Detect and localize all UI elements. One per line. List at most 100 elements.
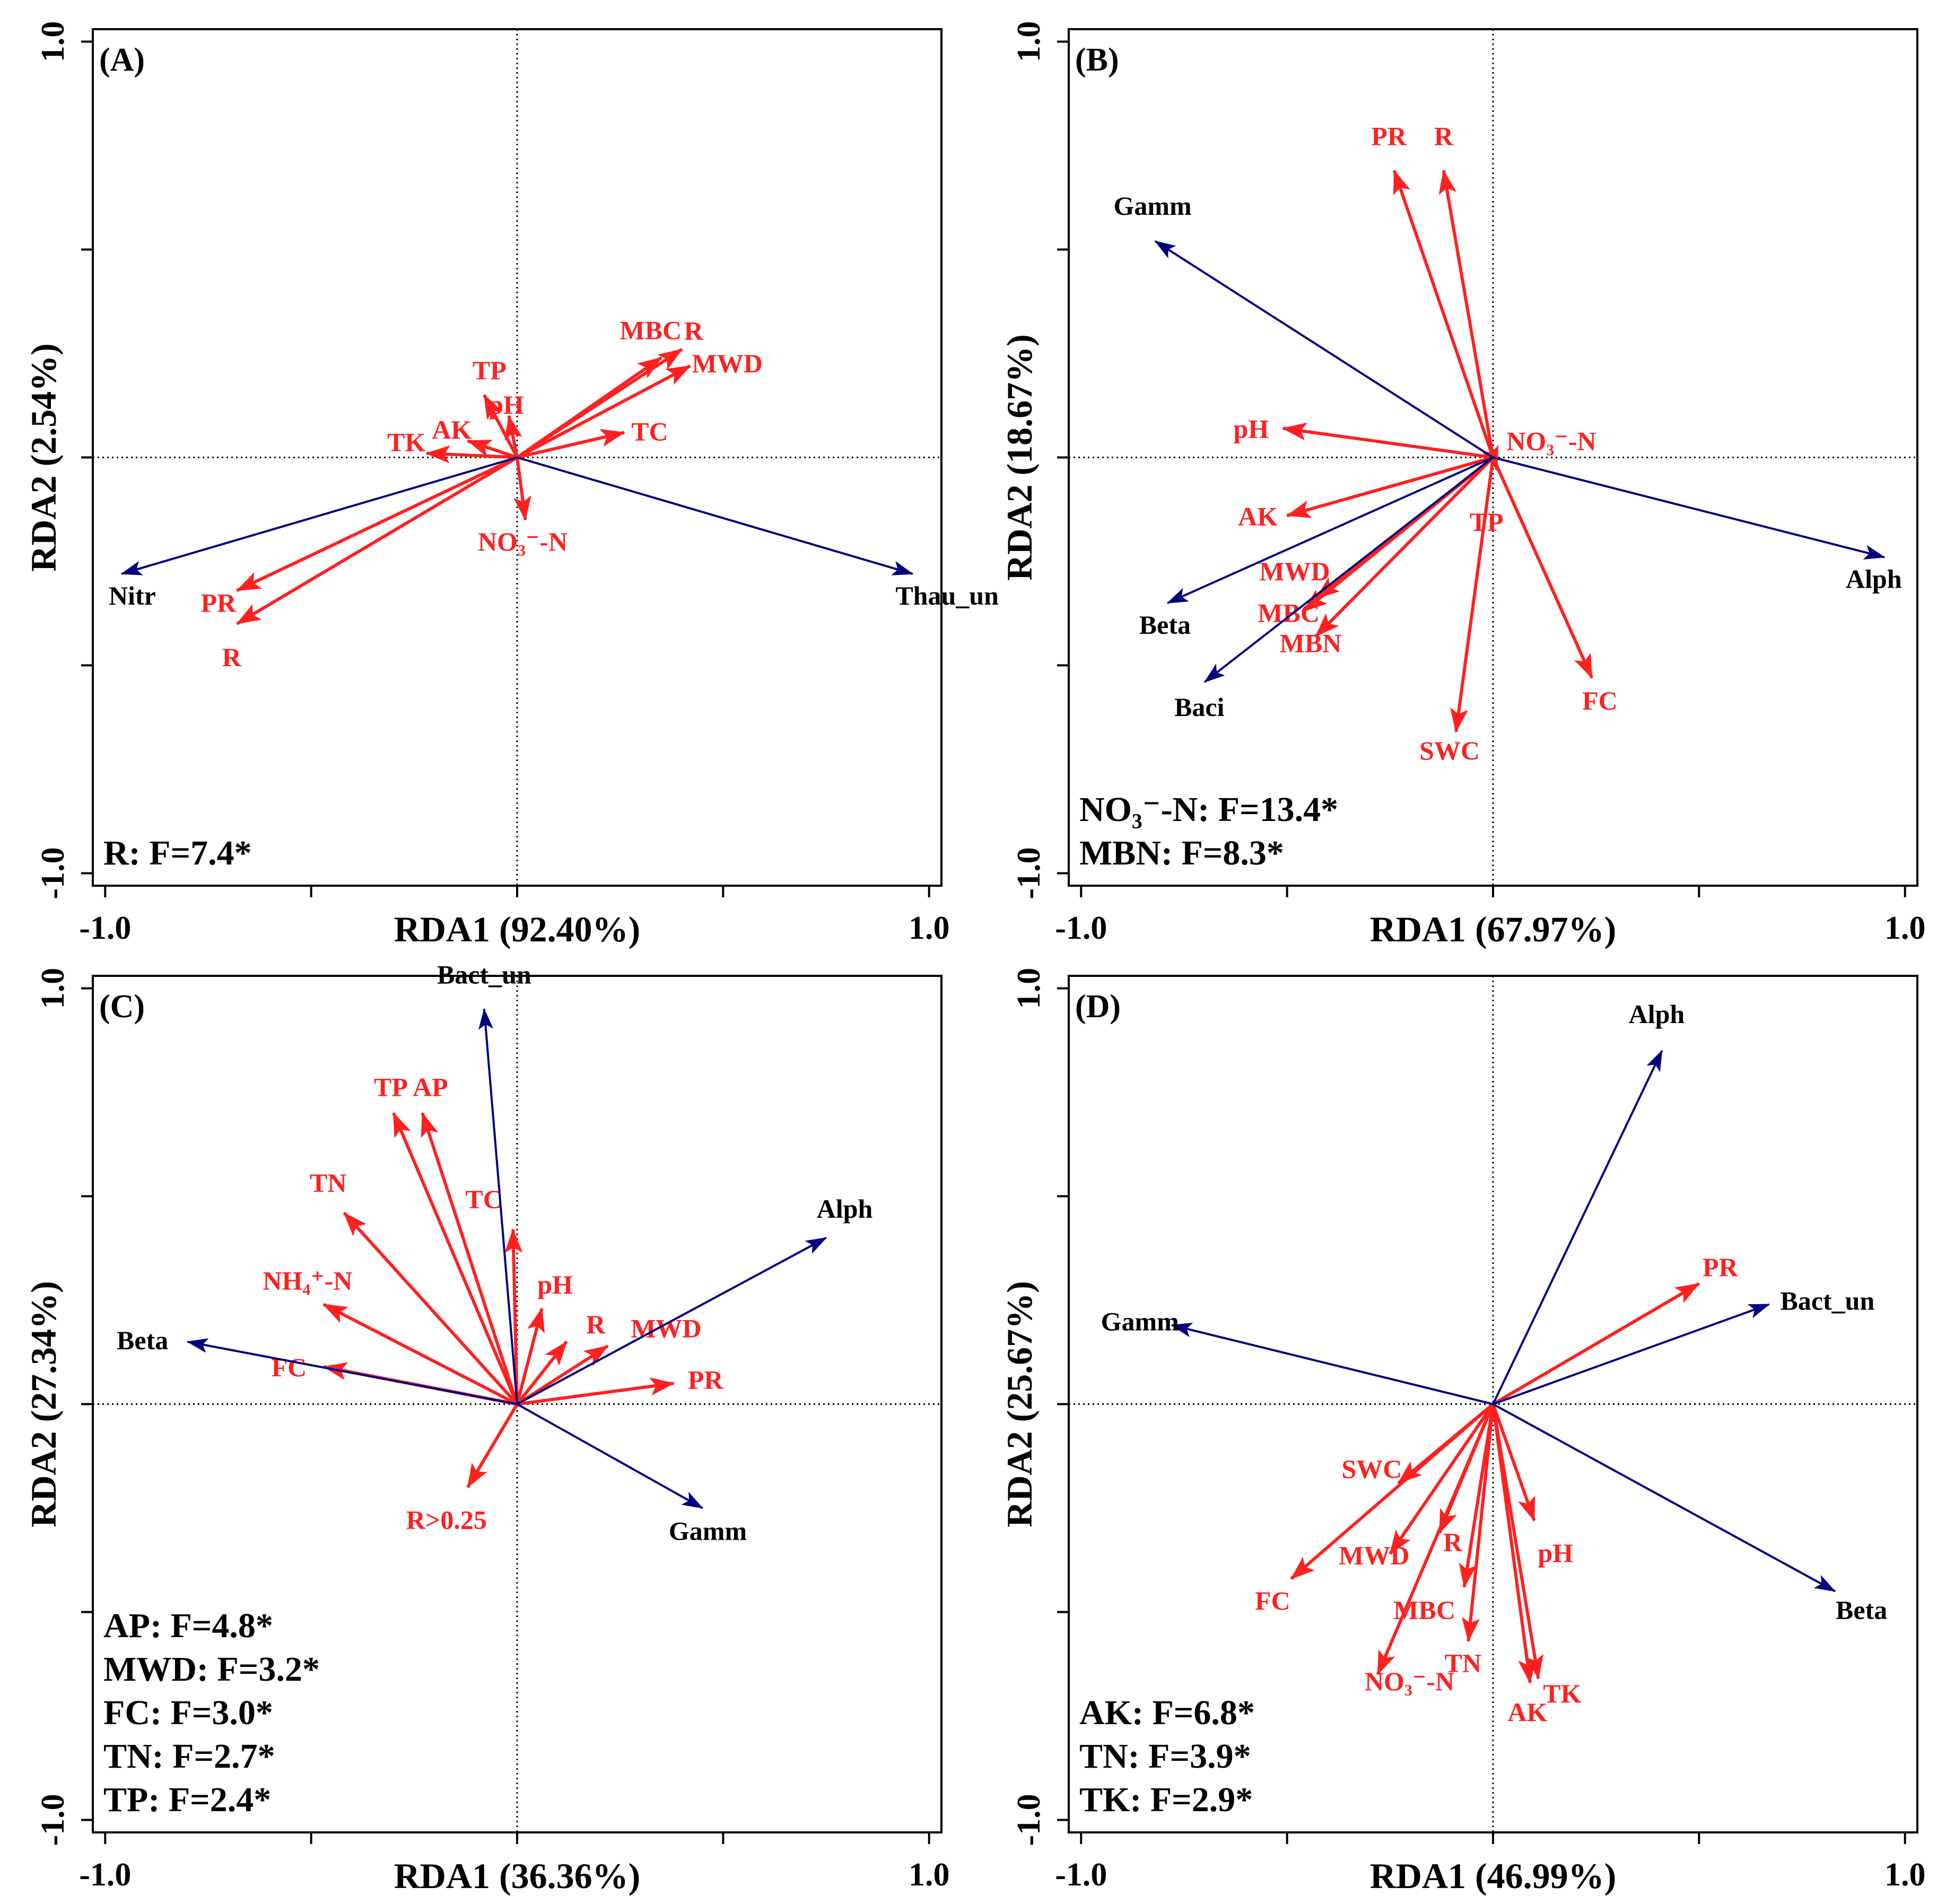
environment-vector-label: MBC: [620, 315, 682, 345]
environment-vector-arrow: [1491, 457, 1594, 679]
taxa-vector-arrow: [517, 456, 914, 575]
y-tick-label-min: -1.0: [35, 1794, 71, 1846]
environment-vector-label: TP: [473, 355, 507, 385]
environment-vector-label: pH: [1234, 414, 1269, 444]
environment-vector-arrow: [1450, 457, 1495, 733]
taxa-vectors: Alph Bact_un Gamm Beta: [1101, 999, 1888, 1624]
taxa-vector-arrow: [1493, 1303, 1770, 1405]
environment-vector-label: MWD: [1259, 556, 1330, 586]
taxa-vector-arrow: [1493, 1403, 1836, 1593]
environment-vector-label: TC: [631, 416, 668, 446]
environment-vector-label: PR: [688, 1365, 724, 1394]
environment-vector-label: AK: [1507, 1697, 1547, 1727]
environment-vector-arrow: [343, 1211, 519, 1405]
significance-stats: NO₃⁻-N: F=13.4* MBN: F=8.3*: [1079, 790, 1338, 872]
panel-c: TP AP TN TC NH₄⁺-N pH R MWD FC PR R>0.25 Bact_un Al…: [23, 960, 949, 1896]
y-tick-label-max: 1.0: [1011, 968, 1047, 1009]
stat-line: TN: F=2.7*: [103, 1737, 275, 1776]
environment-vector-label: TN: [310, 1168, 346, 1198]
environment-vector-arrow: [1492, 1282, 1700, 1406]
x-tick-label-max: 1.0: [1884, 1857, 1926, 1893]
stat-line: MBN: F=8.3*: [1079, 834, 1284, 872]
environment-vector-label: R: [222, 642, 242, 672]
environment-vector-label: MBC: [1258, 598, 1320, 628]
y-axis-title: RDA2 (2.54%): [23, 343, 64, 572]
environment-vector-arrow: [466, 439, 518, 459]
taxa-vector-arrow: [1171, 1323, 1494, 1405]
environment-vector-label: FC: [1255, 1586, 1290, 1615]
stat-line: AP: F=4.8*: [103, 1606, 273, 1645]
taxa-vector-label: Beta: [1836, 1595, 1887, 1624]
taxa-vector-label: Bact_un: [437, 960, 531, 990]
environment-vector-label: AK: [432, 415, 472, 444]
environment-vector-arrow: [516, 1344, 609, 1406]
environment-vector-label: pH: [1538, 1538, 1573, 1568]
environment-vector-arrow: [236, 456, 518, 592]
environment-vector-label: pH: [537, 1270, 573, 1299]
taxa-vector-arrow: [120, 456, 518, 575]
environment-vector-label: AP: [413, 1072, 448, 1102]
environment-vector-arrow: [1491, 1403, 1536, 1522]
environment-vector-label: PR: [1703, 1252, 1739, 1282]
environment-vector-label: FC: [1582, 686, 1618, 715]
environment-vector-arrow: [425, 445, 518, 464]
environment-vector-label: AK: [1238, 501, 1278, 531]
environment-vector-arrow: [466, 1403, 519, 1489]
environment-vector-arrow: [1389, 1403, 1495, 1555]
environment-vector-label: TP: [374, 1072, 408, 1102]
taxa-vector-arrow: [1492, 1050, 1663, 1405]
taxa-vector-arrow: [1493, 456, 1886, 560]
environment-vector-label: MWD: [1339, 1541, 1409, 1570]
environment-vector-label: TK: [1543, 1679, 1581, 1708]
y-tick-label-max: 1.0: [35, 968, 71, 1009]
y-tick-label-max: 1.0: [1011, 21, 1047, 63]
stat-line: FC: F=3.0*: [103, 1693, 273, 1732]
stat-line: TK: F=2.9*: [1079, 1780, 1253, 1819]
environment-vector-arrow: [1438, 169, 1495, 458]
environment-vector-label: R>0.25: [406, 1505, 487, 1534]
x-tick-label-max: 1.0: [1884, 910, 1926, 946]
environment-vector-arrow: [517, 429, 625, 459]
panel-label: (C): [99, 989, 145, 1025]
y-tick-label-max: 1.0: [35, 21, 71, 63]
environment-vector-arrow: [1459, 1404, 1495, 1588]
environment-vector-label: R: [1443, 1527, 1463, 1557]
environment-vector-label: MWD: [631, 1314, 701, 1343]
taxa-vector-label: Alph: [817, 1194, 873, 1224]
environment-vectors: TP AP TN TC NH₄⁺-N pH R MWD FC PR R>0.25: [263, 1072, 723, 1535]
significance-stats: R: F=7.4*: [103, 834, 252, 872]
taxa-vectors: Gamm Beta Baci Alph: [1114, 191, 1902, 722]
environment-vector-arrow: [1462, 1404, 1495, 1643]
environment-vector-arrow: [392, 1112, 519, 1405]
taxa-vector-arrow: [517, 1237, 827, 1405]
environment-vector-label: NO₃⁻-N: [1506, 426, 1596, 456]
taxa-vector-label: Beta: [117, 1325, 168, 1355]
y-axis-title: RDA2 (18.67%): [999, 334, 1040, 581]
stat-line: NO₃⁻-N: F=13.4*: [1079, 790, 1338, 829]
environment-vector-label: R: [586, 1309, 606, 1339]
environment-vector-label: TC: [465, 1184, 502, 1214]
environment-vector-arrow: [421, 1112, 519, 1405]
environment-vector-label: MWD: [692, 348, 763, 378]
x-tick-label-min: -1.0: [1055, 1857, 1107, 1893]
x-tick-label-min: -1.0: [1055, 910, 1107, 946]
environment-vector-label: NH₄⁺-N: [263, 1265, 352, 1295]
y-axis-title: RDA2 (25.67%): [999, 1281, 1040, 1527]
stat-line: TP: F=2.4*: [103, 1780, 271, 1819]
stat-line: AK: F=6.8*: [1079, 1693, 1255, 1732]
environment-vector-arrow: [516, 1307, 545, 1405]
environment-vector-label: TK: [387, 427, 425, 457]
environment-vector-label: SWC: [1341, 1454, 1402, 1483]
axis-ticks: [1057, 40, 1906, 897]
taxa-vector-arrow: [186, 1338, 518, 1405]
taxa-vector-label: Baci: [1174, 692, 1225, 722]
y-axis-title: RDA2 (27.34%): [23, 1281, 64, 1527]
environment-vector-label: PR: [1371, 121, 1407, 151]
environment-vector-arrow: [516, 348, 683, 459]
stat-line: R: F=7.4*: [103, 834, 252, 872]
taxa-vectors: Bact_un Alph Beta Gamm: [117, 960, 872, 1546]
environment-vector-arrow: [236, 456, 518, 625]
